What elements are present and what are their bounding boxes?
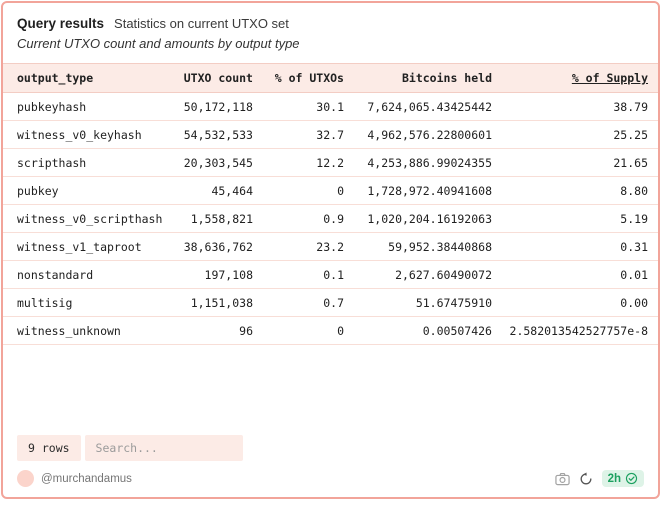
cell-output_type: nonstandard [3, 260, 173, 289]
col-header-utxo-count[interactable]: UTXO count [173, 63, 253, 93]
cell-pct_of_utxos: 0.9 [253, 204, 344, 233]
cell-output_type: witness_unknown [3, 316, 173, 345]
table-controls: 9 rows [17, 435, 644, 461]
cell-pct_of_supply: 0.00 [492, 288, 658, 317]
cell-pct_of_supply: 5.19 [492, 204, 658, 233]
col-header-bitcoins-held[interactable]: Bitcoins held [344, 63, 492, 93]
table-row: witness_v0_keyhash 54,532,533 32.7 4,962,57… [3, 120, 658, 149]
cell-pct_of_supply: 2.582013542527757e-8 [492, 316, 658, 345]
cell-pct_of_utxos: 30.1 [253, 92, 344, 121]
cell-output_type: witness_v0_scripthash [3, 204, 173, 233]
col-header-pct-of-supply[interactable]: % of Supply [492, 63, 658, 93]
cell-output_type: witness_v0_keyhash [3, 120, 173, 149]
cell-utxo_count: 197,108 [173, 260, 253, 289]
empty-space [3, 345, 658, 435]
cell-pct_of_utxos: 32.7 [253, 120, 344, 149]
cell-pct_of_utxos: 23.2 [253, 232, 344, 261]
refresh-icon[interactable] [579, 472, 593, 486]
cell-utxo_count: 1,558,821 [173, 204, 253, 233]
cell-pct_of_supply: 21.65 [492, 148, 658, 177]
cell-bitcoins_held: 59,952.38440868 [344, 232, 492, 261]
col-header-pct-of-utxos[interactable]: % of UTXOs [253, 63, 344, 93]
cell-bitcoins_held: 1,020,204.16192063 [344, 204, 492, 233]
cell-utxo_count: 45,464 [173, 176, 253, 205]
cell-bitcoins_held: 7,624,065.43425442 [344, 92, 492, 121]
cell-bitcoins_held: 4,253,886.99024355 [344, 148, 492, 177]
query-description: Statistics on current UTXO set [114, 16, 289, 31]
cell-output_type: witness_v1_taproot [3, 232, 173, 261]
table-row: pubkey 45,464 0 1,728,972.40941608 8.80 [3, 176, 658, 205]
cell-utxo_count: 50,172,118 [173, 92, 253, 121]
cell-utxo_count: 20,303,545 [173, 148, 253, 177]
page-title: Query results [17, 16, 105, 31]
cell-output_type: pubkey [3, 176, 173, 205]
table-header-row: output_type UTXO count % of UTXOs Bitcoi… [3, 63, 658, 93]
cell-pct_of_supply: 25.25 [492, 120, 658, 149]
footer-actions: 2h [554, 470, 644, 487]
cell-utxo_count: 1,151,038 [173, 288, 253, 317]
cell-pct_of_utxos: 0 [253, 176, 344, 205]
cell-bitcoins_held: 1,728,972.40941608 [344, 176, 492, 205]
camera-icon[interactable] [554, 472, 570, 486]
cell-pct_of_supply: 0.31 [492, 232, 658, 261]
card-header: Query results Statistics on current UTXO… [3, 3, 658, 51]
cell-pct_of_supply: 8.80 [492, 176, 658, 205]
verified-check-icon [625, 472, 638, 485]
cell-output_type: scripthash [3, 148, 173, 177]
title-line: Query results Statistics on current UTXO… [17, 16, 644, 31]
cell-utxo_count: 96 [173, 316, 253, 345]
table-row: witness_unknown 96 0 0.00507426 2.5820135425… [3, 316, 658, 345]
cell-bitcoins_held: 51.67475910 [344, 288, 492, 317]
cell-bitcoins_held: 4,962,576.22800601 [344, 120, 492, 149]
table-row: witness_v0_scripthash 1,558,821 0.9 1,020,2… [3, 204, 658, 233]
cell-output_type: multisig [3, 288, 173, 317]
cell-utxo_count: 54,532,533 [173, 120, 253, 149]
table-body: pubkeyhash 50,172,118 30.1 7,624,065.434254… [3, 92, 658, 345]
cell-pct_of_supply: 0.01 [492, 260, 658, 289]
author-handle[interactable]: @murchandamus [41, 472, 132, 485]
cell-utxo_count: 38,636,762 [173, 232, 253, 261]
author-avatar[interactable] [17, 470, 34, 487]
table-row: nonstandard 197,108 0.1 2,627.60490072 0.01 [3, 260, 658, 289]
table-row: scripthash 20,303,545 12.2 4,253,886.990243… [3, 148, 658, 177]
cell-pct_of_supply: 38.79 [492, 92, 658, 121]
search-input[interactable] [84, 435, 243, 461]
table-subtitle: Current UTXO count and amounts by output… [17, 36, 300, 51]
table-row: pubkeyhash 50,172,118 30.1 7,624,065.434254… [3, 92, 658, 121]
cell-pct_of_utxos: 12.2 [253, 148, 344, 177]
cell-pct_of_utxos: 0.7 [253, 288, 344, 317]
cell-pct_of_utxos: 0.1 [253, 260, 344, 289]
table-row: witness_v1_taproot 38,636,762 23.2 59,952.3… [3, 232, 658, 261]
row-count-chip: 9 rows [17, 435, 81, 461]
cell-output_type: pubkeyhash [3, 92, 173, 121]
card-footer: @murchandamus 2h [17, 470, 644, 497]
cell-bitcoins_held: 0.00507426 [344, 316, 492, 345]
updated-label: 2h [607, 472, 621, 485]
cell-bitcoins_held: 2,627.60490072 [344, 260, 492, 289]
results-table: output_type UTXO count % of UTXOs Bitcoi… [3, 63, 658, 345]
col-header-output-type[interactable]: output_type [3, 63, 173, 93]
cell-pct_of_utxos: 0 [253, 316, 344, 345]
updated-badge[interactable]: 2h [601, 470, 644, 487]
table-row: multisig 1,151,038 0.7 51.67475910 0.00 [3, 288, 658, 317]
